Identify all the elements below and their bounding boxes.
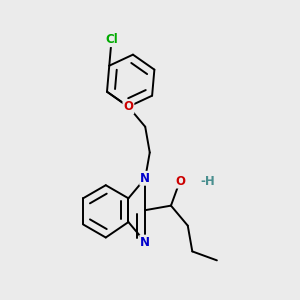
Text: Cl: Cl bbox=[105, 33, 118, 46]
Text: N: N bbox=[140, 236, 150, 249]
Text: N: N bbox=[140, 172, 150, 185]
Text: -H: -H bbox=[201, 175, 215, 188]
Text: O: O bbox=[175, 175, 185, 188]
Text: O: O bbox=[123, 100, 134, 113]
